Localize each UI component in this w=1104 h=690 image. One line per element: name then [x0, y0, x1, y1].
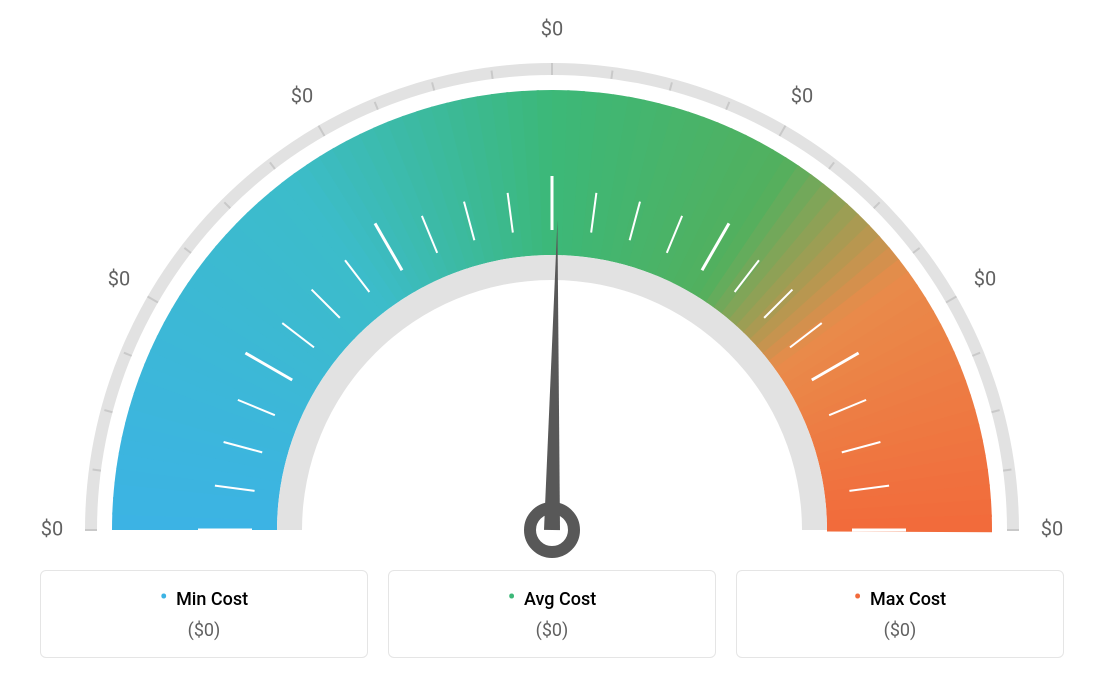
legend-max-label: • Max Cost — [747, 585, 1053, 610]
legend-min-text: Min Cost — [176, 589, 248, 610]
legend-card-max: • Max Cost ($0) — [736, 570, 1064, 658]
svg-text:$0: $0 — [1041, 516, 1063, 540]
legend-avg-label: • Avg Cost — [399, 585, 705, 610]
legend-min-dot: • — [160, 585, 168, 610]
svg-text:$0: $0 — [541, 16, 563, 40]
legend-min-label: • Min Cost — [51, 585, 357, 610]
legend-avg-value: ($0) — [399, 620, 705, 641]
gauge-chart: $0 $0 $0 $0 $0 $0 $0 — [0, 0, 1104, 560]
svg-text:$0: $0 — [791, 83, 813, 107]
svg-text:$0: $0 — [974, 266, 996, 290]
legend-card-avg: • Avg Cost ($0) — [388, 570, 716, 658]
legend-max-dot: • — [854, 585, 862, 610]
legend-max-text: Max Cost — [870, 589, 946, 610]
svg-text:$0: $0 — [291, 83, 313, 107]
svg-text:$0: $0 — [41, 516, 63, 540]
legend-card-min: • Min Cost ($0) — [40, 570, 368, 658]
legend-avg-dot: • — [508, 585, 516, 610]
gauge-svg: $0 $0 $0 $0 $0 $0 $0 — [0, 0, 1104, 560]
legend-min-value: ($0) — [51, 620, 357, 641]
legend-row: • Min Cost ($0) • Avg Cost ($0) • Max Co… — [0, 570, 1104, 658]
legend-avg-text: Avg Cost — [524, 589, 596, 610]
svg-text:$0: $0 — [108, 266, 130, 290]
legend-max-value: ($0) — [747, 620, 1053, 641]
